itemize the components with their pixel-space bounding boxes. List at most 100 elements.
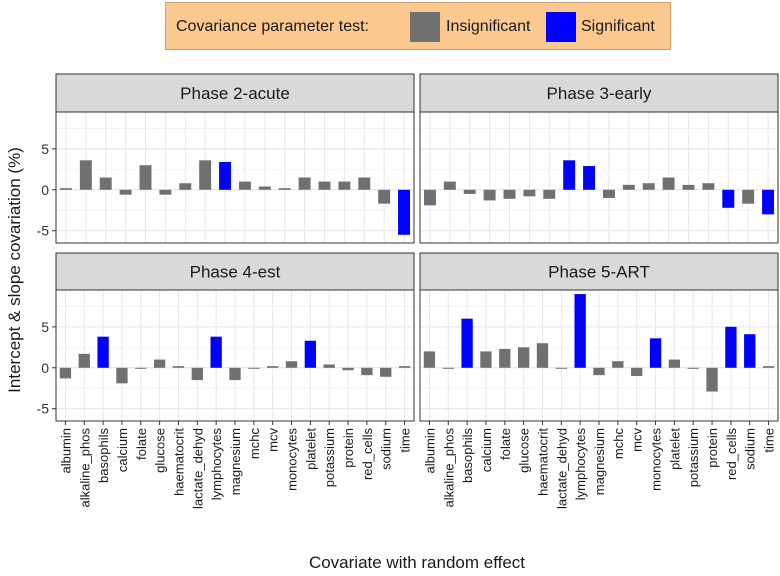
panel-1-bar-lymphocytes	[219, 161, 232, 190]
panel-2-bar-lactate_dehyd	[563, 160, 576, 190]
panel-4-bar-mchc	[612, 361, 624, 368]
panel-4-xtick-label-haematocrit: haematocrit	[535, 428, 550, 496]
panel-3-bar-folate	[135, 367, 147, 369]
panel-2-bar-mcv	[622, 184, 635, 190]
panel-3-xtick-label-mchc: mchc	[247, 428, 262, 460]
panel-3-xtick-label-sodium: sodium	[379, 428, 394, 470]
panel-1-bar-monocytes	[298, 177, 311, 190]
panel-1-bar-glucose	[159, 189, 172, 195]
panel-2-bar-potassium	[682, 184, 695, 190]
panel-3-xtick-label-potassium: potassium	[322, 428, 337, 487]
panel-4-xtick-label-folate: folate	[498, 428, 513, 460]
panel-4-bar-lactate_dehyd	[555, 367, 567, 369]
panel-3-ytick-label: 5	[41, 319, 49, 335]
x-axis-label: Covariate with random effect	[309, 553, 525, 572]
panel-2-bar-folate	[503, 189, 516, 199]
panel-3-bar-magnesium	[229, 367, 241, 381]
panel-4-xtick-label-protein: protein	[705, 428, 720, 468]
panel-1-bar-protein	[338, 181, 351, 190]
panel-1-bar-folate	[139, 165, 152, 190]
panel-2-bar-mchc	[602, 189, 615, 198]
panel-3-bar-mcv	[267, 366, 279, 368]
panel-3-bar-lactate_dehyd	[191, 367, 203, 381]
panel-3-strip	[55, 252, 415, 291]
panel-3-ytick-label: 0	[41, 360, 49, 376]
panel-4-bar-mcv	[631, 367, 643, 376]
panel-1-bar-red_cells	[358, 177, 371, 190]
panel-2-plot-area	[420, 112, 778, 243]
panel-2-bar-sodium	[742, 189, 755, 204]
panel-1-bar-potassium	[318, 181, 331, 190]
legend-label-insignificant: Insignificant	[446, 18, 531, 35]
panel-3-xtick-label-lactate_dehyd: lactate_dehyd	[190, 428, 205, 509]
panel-4-bar-magnesium	[593, 367, 605, 376]
panel-4-bar-alkaline_phos	[442, 367, 454, 369]
legend-key-insignificant	[410, 12, 440, 42]
panel-4-xtick-label-lactate_dehyd: lactate_dehyd	[554, 428, 569, 509]
panel-3-bar-platelet	[304, 340, 317, 368]
panel-4-xtick-label-calcium: calcium	[479, 428, 494, 472]
panel-3-xtick-label-platelet: platelet	[303, 428, 318, 470]
panel-1-bar-haematocrit	[179, 183, 192, 190]
panel-2-bar-monocytes	[642, 183, 655, 190]
panel-4-bar-platelet	[668, 359, 681, 368]
panel-3-bar-basophils	[97, 336, 109, 368]
panel-4-xtick-label-mchc: mchc	[611, 428, 626, 460]
panel-2-frame	[419, 111, 779, 244]
panel-4-xtick-label-mcv: mcv	[630, 428, 645, 452]
panel-4-bar-glucose	[517, 347, 530, 368]
panel-1-bar-alkaline_phos	[79, 160, 92, 190]
panel-4-bar-sodium	[744, 334, 756, 368]
panel-2-bar-protein	[702, 183, 715, 190]
panel-3-bar-red_cells	[361, 367, 373, 376]
legend-label-significant: Significant	[581, 18, 655, 35]
legend-title: Covariance parameter test:	[176, 18, 369, 35]
panel-4-xtick-label-glucose: glucose	[517, 428, 532, 473]
panel-2-bar-red_cells	[722, 189, 735, 208]
panel-1-bar-mcv	[278, 188, 291, 190]
panel-1-bar-mchc	[258, 186, 271, 190]
panel-3-ytick-label: -5	[37, 401, 50, 417]
panel-2-bar-lymphocytes	[583, 166, 596, 190]
panel-4-bar-folate	[499, 348, 511, 368]
panel-3-bar-time	[398, 366, 411, 368]
panel-1-ytick-label: -5	[37, 223, 50, 239]
panel-2-bar-glucose	[523, 189, 536, 197]
panel-1-ytick-label: 0	[41, 182, 49, 198]
panel-2-bar-alkaline_phos	[443, 181, 456, 190]
panel-3-bar-mchc	[248, 367, 260, 369]
panel-1-frame	[55, 111, 415, 244]
panel-3-bar-haematocrit	[172, 366, 185, 368]
panel-4-xtick-label-monocytes: monocytes	[649, 428, 664, 491]
panel-3-xtick-label-haematocrit: haematocrit	[171, 428, 186, 496]
panel-3-bar-monocytes	[285, 361, 298, 368]
panel-2-strip	[419, 73, 779, 113]
panel-3-xtick-label-time: time	[398, 428, 413, 453]
panel-1-bar-basophils	[99, 177, 112, 190]
panel-3-xtick-label-mcv: mcv	[266, 428, 281, 452]
panel-4-xtick-label-alkaline_phos: alkaline_phos	[441, 428, 456, 508]
panel-1-strip	[55, 73, 415, 113]
panel-3-xtick-label-magnesium: magnesium	[228, 428, 243, 495]
panel-3-xtick-label-monocytes: monocytes	[285, 428, 300, 491]
panel-4-xtick-label-magnesium: magnesium	[592, 428, 607, 495]
panel-4-bar-basophils	[461, 318, 473, 368]
legend-key-significant	[546, 12, 576, 42]
panel-4-bar-protein	[706, 367, 718, 392]
panel-2-bar-albumin	[423, 189, 436, 206]
panel-3-bar-glucose	[153, 359, 166, 368]
panel-3-bar-protein	[342, 367, 354, 371]
panel-1-bar-lactate_dehyd	[199, 160, 212, 190]
panel-4-bar-time	[762, 366, 775, 368]
panel-3-xtick-label-alkaline_phos: alkaline_phos	[77, 428, 92, 508]
panel-4-bar-calcium	[480, 351, 492, 368]
panel-3-xtick-label-protein: protein	[341, 428, 356, 468]
panel-3-xtick-label-calcium: calcium	[115, 428, 130, 472]
legend: Covariance parameter test: Insignificant…	[165, 2, 671, 50]
panel-3-bar-lymphocytes	[210, 336, 222, 368]
panel-4-bar-monocytes	[649, 338, 662, 368]
panel-2-title: Phase 3-early	[547, 84, 652, 103]
panel-4-title: Phase 5-ART	[548, 263, 650, 282]
panel-4-xtick-label-albumin: albumin	[422, 428, 437, 474]
panel-3-bar-sodium	[380, 367, 392, 377]
